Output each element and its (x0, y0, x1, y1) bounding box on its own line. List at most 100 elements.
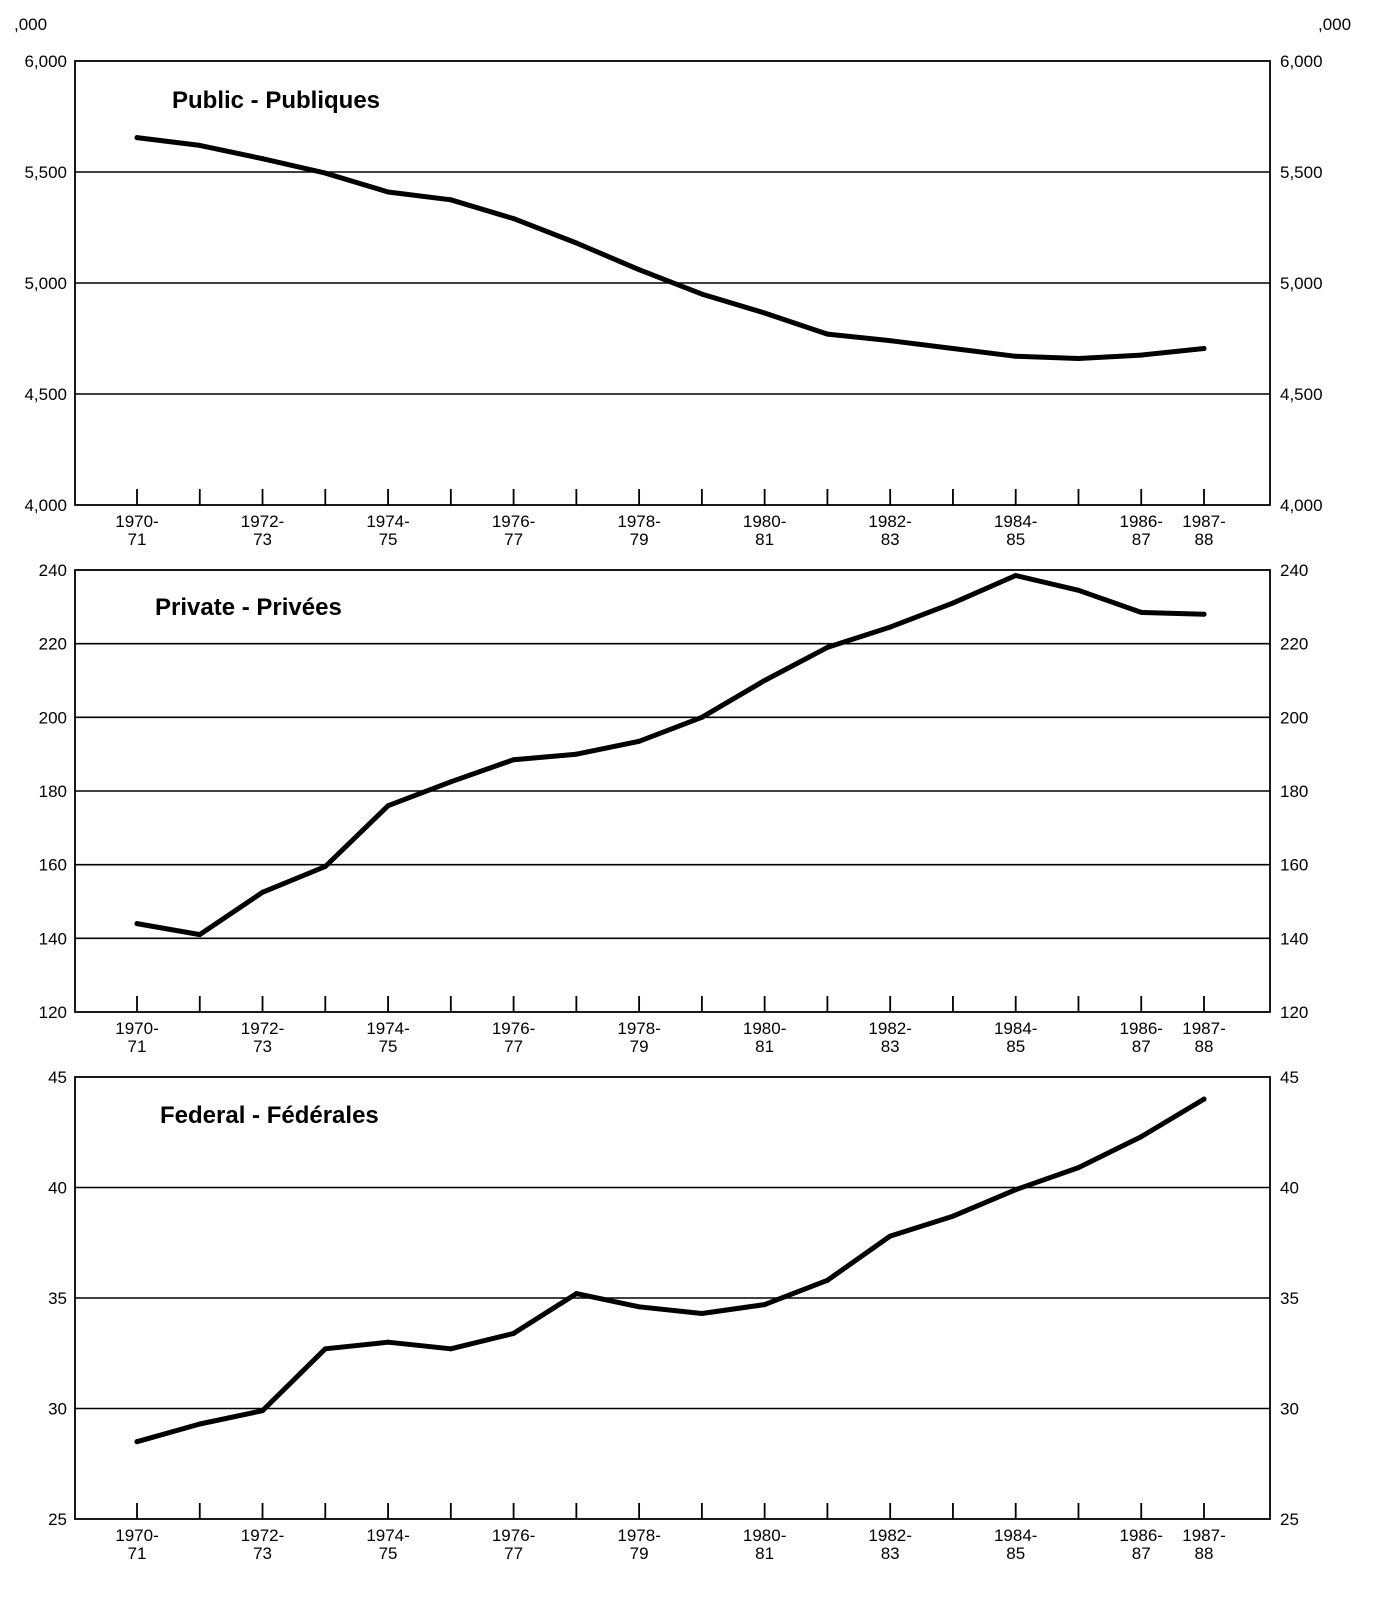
data-point (448, 197, 454, 203)
x-tick-label: 1986-87 (1119, 1019, 1162, 1056)
x-tick-label: 1980-81 (743, 1019, 786, 1056)
data-point (511, 757, 517, 763)
data-point (573, 1291, 579, 1297)
data-point (699, 714, 705, 720)
data-point (824, 331, 830, 337)
x-tick-label: 1987-88 (1182, 1019, 1225, 1056)
y-tick-label-left: 4,000 (24, 496, 67, 515)
x-tick-label: 1974-75 (366, 1019, 409, 1056)
data-point (950, 1213, 956, 1219)
x-tick-label: 1970-71 (115, 1526, 158, 1563)
data-point (950, 345, 956, 351)
y-tick-label-right: 35 (1280, 1289, 1299, 1308)
data-point (197, 142, 203, 148)
x-tick-label: 1982-83 (868, 1526, 911, 1563)
x-tick-label: 1976-77 (492, 1019, 535, 1056)
y-tick-label-right: 6,000 (1280, 52, 1323, 71)
data-point (448, 1346, 454, 1352)
y-tick-label-left: 4,500 (24, 385, 67, 404)
unit-label-right: ,000 (1318, 15, 1351, 34)
y-tick-label-left: 5,000 (24, 274, 67, 293)
data-point (887, 624, 893, 630)
data-point (699, 1310, 705, 1316)
data-point (636, 738, 642, 744)
data-point (385, 189, 391, 195)
x-tick-label: 1972-73 (241, 1526, 284, 1563)
x-tick-label: 1978-79 (617, 1526, 660, 1563)
x-tick-label: 1972-73 (241, 512, 284, 549)
data-point (260, 1408, 266, 1414)
y-tick-label-left: 6,000 (24, 52, 67, 71)
y-tick-label-left: 45 (48, 1068, 67, 1087)
y-tick-label-left: 35 (48, 1289, 67, 1308)
data-point (824, 644, 830, 650)
data-point (1201, 345, 1207, 351)
y-tick-label-right: 180 (1280, 782, 1308, 801)
data-point (573, 751, 579, 757)
data-point (636, 1304, 642, 1310)
data-point (134, 921, 140, 927)
x-tick-label: 1976-77 (492, 512, 535, 549)
chart-panel-3: 25 25 30 30 35 35 40 40 45 45 1970-71 1972-73 1974-7… (48, 1068, 1299, 1563)
data-point (1075, 1165, 1081, 1171)
panel-title: Private - Privées (155, 594, 342, 621)
y-tick-label-right: 240 (1280, 561, 1308, 580)
y-tick-label-right: 120 (1280, 1003, 1308, 1022)
data-point (887, 1233, 893, 1239)
data-point (1075, 355, 1081, 361)
x-tick-label: 1970-71 (115, 1019, 158, 1056)
x-tick-label: 1984-85 (994, 1019, 1037, 1056)
data-point (197, 932, 203, 938)
chart-panel-1: 4,000 4,000 4,500 4,500 5,000 5,000 5,500 5,500… (24, 52, 1322, 549)
data-point (448, 779, 454, 785)
panel-title: Public - Publiques (172, 87, 380, 114)
y-tick-label-right: 45 (1280, 1068, 1299, 1087)
data-point (573, 240, 579, 246)
y-tick-label-left: 120 (39, 1003, 67, 1022)
y-tick-label-left: 25 (48, 1510, 67, 1529)
data-point (1138, 352, 1144, 358)
data-point (134, 1439, 140, 1445)
data-point (1138, 609, 1144, 615)
x-tick-label: 1982-83 (868, 1019, 911, 1056)
x-tick-label: 1970-71 (115, 512, 158, 549)
y-tick-label-left: 40 (48, 1179, 67, 1198)
y-tick-label-right: 160 (1280, 856, 1308, 875)
series-line (134, 573, 1207, 938)
chart-panel-2: 120 120 140 140 160 160 180 180 200 200 220 220 240 2… (39, 561, 1309, 1056)
data-point (950, 600, 956, 606)
x-tick-label: 1987-88 (1182, 1526, 1225, 1563)
data-point (322, 864, 328, 870)
data-point (1013, 573, 1019, 579)
data-point (699, 291, 705, 297)
y-tick-label-right: 4,000 (1280, 496, 1323, 515)
data-point (762, 678, 768, 683)
y-tick-label-right: 25 (1280, 1510, 1299, 1529)
y-tick-label-left: 180 (39, 782, 67, 801)
data-point (260, 156, 266, 162)
data-point (511, 216, 517, 222)
data-point (197, 1421, 203, 1427)
data-point (260, 889, 266, 895)
x-tick-label: 1984-85 (994, 512, 1037, 549)
data-point (824, 1277, 830, 1283)
y-tick-label-right: 200 (1280, 708, 1308, 727)
data-point (762, 1302, 768, 1308)
y-tick-label-right: 4,500 (1280, 385, 1323, 404)
data-point (385, 1339, 391, 1345)
y-tick-label-left: 220 (39, 635, 67, 654)
x-tick-label: 1987-88 (1182, 512, 1225, 549)
x-tick-label: 1982-83 (868, 512, 911, 549)
x-tick-label: 1972-73 (241, 1019, 284, 1056)
data-point (636, 267, 642, 273)
data-point (1013, 1187, 1019, 1193)
unit-label-left: ,000 (14, 15, 47, 34)
y-tick-label-left: 5,500 (24, 163, 67, 182)
x-tick-label: 1978-79 (617, 512, 660, 549)
data-point (134, 135, 140, 141)
x-tick-label: 1986-87 (1119, 1526, 1162, 1563)
data-point (1075, 587, 1081, 593)
data-point (1013, 353, 1019, 359)
data-point (1201, 611, 1207, 617)
